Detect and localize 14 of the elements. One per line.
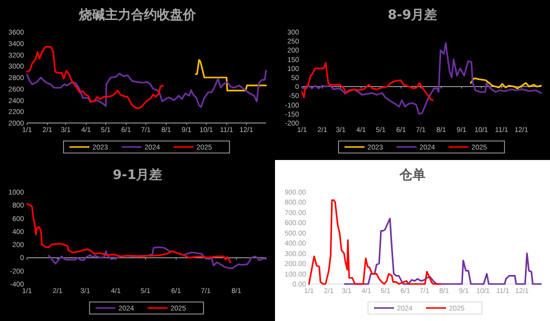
chart-title: 9-1月差 — [112, 168, 162, 183]
line-series — [301, 62, 434, 102]
line-series — [48, 246, 267, 270]
line-series — [344, 218, 542, 285]
line-series — [194, 59, 267, 92]
line-series — [26, 70, 267, 108]
line-series — [26, 203, 232, 264]
chart-title: 仓单 — [398, 167, 426, 183]
line-series — [470, 78, 542, 90]
chart-title: 烧碱主力合约收盘价 — [78, 7, 197, 23]
line-series — [308, 199, 442, 285]
line-series — [26, 46, 164, 110]
line-series — [301, 42, 542, 115]
chart-title: 8-9月差 — [388, 8, 438, 23]
